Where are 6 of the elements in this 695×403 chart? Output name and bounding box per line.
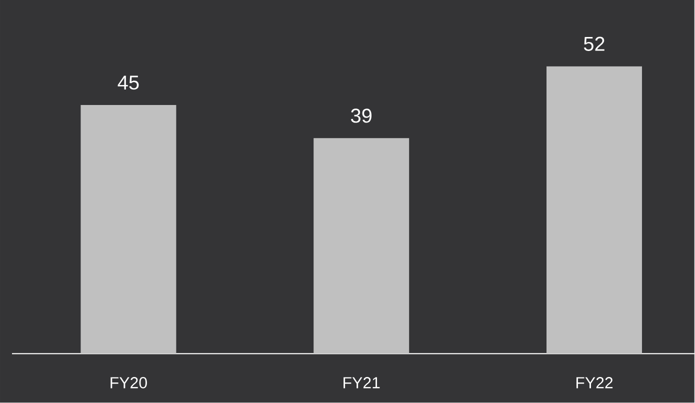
- data-label: 45: [118, 76, 139, 90]
- data-label: 52: [584, 36, 604, 52]
- x-tick-label: FY20: [110, 377, 147, 389]
- x-tick-label: FY22: [576, 377, 613, 388]
- x-tick-label: FY21: [344, 377, 380, 388]
- data-label: 39: [350, 108, 372, 123]
